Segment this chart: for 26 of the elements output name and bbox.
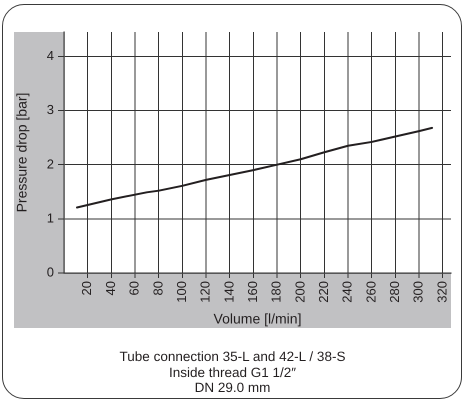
- y-tick-label: 4: [46, 48, 54, 63]
- x-tick-label: 320: [434, 281, 450, 303]
- text: DN 29.0 mm: [194, 380, 272, 396]
- y-tick-label: 2: [46, 156, 54, 172]
- y-axis-title: Pressure drop [bar]: [13, 92, 30, 212]
- text: Tube connection 35-L and 42-L / 38-S: [118, 349, 346, 364]
- x-tick-label: 160: [244, 281, 260, 303]
- text: Inside thread G1 1/2″: [168, 364, 298, 380]
- x-tick-label: 120: [198, 281, 213, 303]
- x-tick-label: 140: [221, 281, 236, 303]
- y-tick-label: 3: [46, 102, 54, 118]
- x-tick-label: 200: [292, 281, 308, 303]
- x-tick-label: 260: [363, 281, 378, 303]
- x-tick-label: 60: [126, 281, 142, 296]
- x-tick-label: 80: [150, 281, 166, 296]
- x-axis-title: Volume [l/min]: [214, 310, 302, 326]
- x-tick-label: 300: [410, 281, 426, 303]
- x-tick-label: 220: [316, 281, 331, 303]
- x-tick-label: 240: [340, 281, 355, 303]
- x-tick-label: 100: [174, 281, 189, 303]
- y-tick-label: 1: [46, 210, 54, 226]
- x-tick-label: 280: [386, 281, 402, 303]
- x-tick-label: 180: [268, 281, 284, 303]
- x-tick-label: 40: [102, 281, 118, 296]
- x-tick-label: 20: [79, 281, 94, 296]
- y-tick-label: 0: [46, 264, 54, 280]
